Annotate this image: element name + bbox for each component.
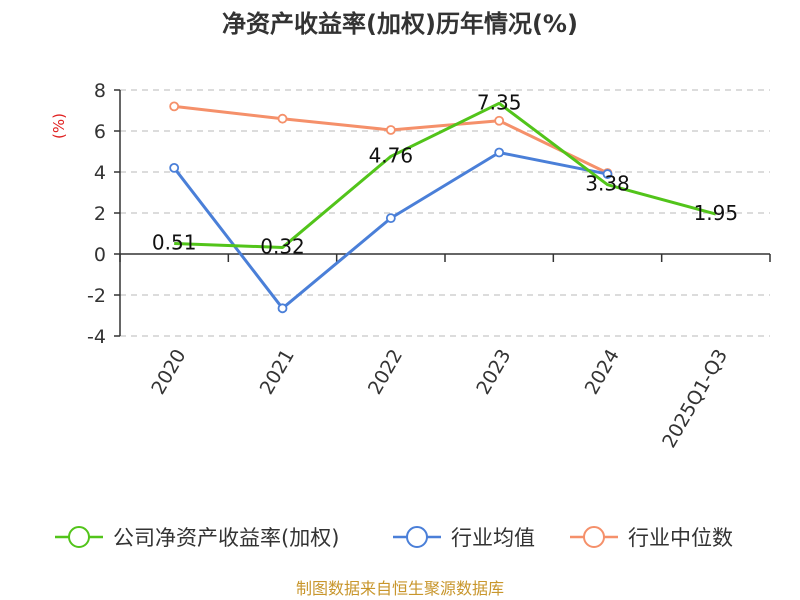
y-axis-label: (%) <box>50 113 68 139</box>
series-3 <box>169 101 613 178</box>
x-tick-label: 2020 <box>147 346 190 399</box>
legend-item-3[interactable]: 行业中位数 <box>570 526 733 550</box>
data-label: 4.76 <box>369 143 414 167</box>
data-point[interactable] <box>494 115 505 126</box>
legend-item-2[interactable]: 行业均值 <box>393 526 535 550</box>
legend-label: 行业均值 <box>451 526 535 550</box>
data-label: 3.38 <box>585 172 630 196</box>
chart-title: 净资产收益率(加权)历年情况(%) <box>222 10 578 38</box>
y-tick-label: -4 <box>87 326 106 348</box>
legend[interactable]: 公司净资产收益率(加权) 行业均值 行业中位数 <box>55 526 733 550</box>
data-point[interactable] <box>169 162 180 173</box>
data-label: 0.51 <box>152 231 197 255</box>
series-1 <box>174 101 717 249</box>
x-tick-label: 2021 <box>256 346 299 399</box>
grid-lines <box>120 89 770 337</box>
x-tick-label: 2022 <box>364 346 407 399</box>
y-tick-label: 0 <box>94 244 106 266</box>
data-point[interactable] <box>385 125 396 135</box>
source-footer: 制图数据来自恒生聚源数据库 <box>296 579 504 598</box>
legend-marker <box>68 526 90 548</box>
legend-item-1[interactable]: 公司净资产收益率(加权) <box>55 526 339 550</box>
x-tick-label: 2024 <box>581 346 624 399</box>
legend-label: 行业中位数 <box>628 526 733 550</box>
x-tick-label: 2023 <box>472 346 515 399</box>
data-point[interactable] <box>277 303 288 314</box>
axes: 8 6 4 2 0 -2 -4 2020 2021 2022 2023 2024 2025Q1-Q3 <box>87 80 771 452</box>
series-2 <box>169 147 613 314</box>
legend-label: 公司净资产收益率(加权) <box>113 526 339 550</box>
series-line <box>172 151 608 310</box>
data-label: 0.32 <box>260 234 305 258</box>
y-tick-label: 4 <box>94 162 106 184</box>
y-tick-label: 2 <box>94 203 106 225</box>
data-point[interactable] <box>169 101 180 112</box>
data-point[interactable] <box>385 213 396 224</box>
legend-marker <box>583 526 605 548</box>
y-tick-label: 8 <box>94 80 106 102</box>
y-tick-label: 6 <box>94 121 106 143</box>
y-tick-label: -2 <box>87 285 106 307</box>
series-line <box>174 101 717 249</box>
legend-marker <box>406 526 428 548</box>
series-layer <box>169 101 717 314</box>
data-point[interactable] <box>602 169 613 179</box>
data-point[interactable] <box>277 113 288 124</box>
x-tick-label: 2025Q1-Q3 <box>658 346 732 452</box>
data-point[interactable] <box>494 147 505 158</box>
data-labels: 0.51 0.32 4.76 7.35 3.38 1.95 <box>152 90 738 258</box>
data-label: 1.95 <box>694 201 739 225</box>
data-label: 7.35 <box>477 90 522 114</box>
